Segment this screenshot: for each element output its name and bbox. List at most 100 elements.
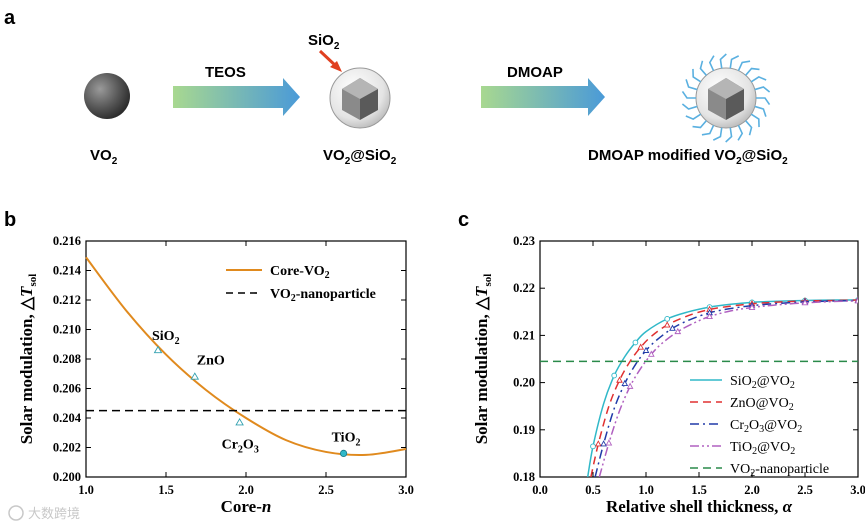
legend-c-label: TiO2@VO2 (730, 440, 795, 457)
ligand-chain (692, 120, 707, 129)
series-marker (637, 343, 645, 350)
ligand-chain (699, 60, 707, 76)
panel-letter-c: c (458, 209, 469, 231)
y-tick-label: 0.214 (53, 264, 82, 278)
sio2-pointer-arrow (318, 49, 342, 72)
watermark: 大数跨境 (8, 505, 80, 522)
ligand-chain (685, 113, 702, 120)
y-tick-label: 0.23 (513, 234, 535, 248)
series-marker (748, 303, 756, 311)
series-marker (642, 346, 650, 353)
ligand-chain (681, 90, 696, 99)
series-marker (594, 440, 602, 447)
y-tick-label: 0.216 (53, 234, 81, 248)
series-marker (664, 316, 671, 322)
series-marker (647, 350, 655, 357)
legend-b: Core-VO2 VO2-nanoparticle (226, 264, 376, 304)
x-tick-label: 3.0 (850, 483, 865, 497)
ligand-chain (708, 55, 715, 72)
y-tick-label: 0.202 (53, 441, 81, 455)
panel-a: a VO2 TEOS SiO2 VO2@SiO2 DMOAP (4, 7, 788, 167)
point-label-sio2: SiO2 (152, 329, 180, 347)
point-cr2o3 (235, 418, 244, 426)
panel-letter-a: a (4, 7, 16, 29)
teos-label: TEOS (205, 64, 246, 81)
axis-ticks-b: 1.0 1.5 2.0 2.5 3.0 0.200 0.202 0.204 0.206 0.208… (53, 234, 414, 497)
legend-c-label: SiO2@VO2 (730, 374, 795, 391)
point-zno (190, 372, 200, 380)
ligand-chain (745, 67, 760, 76)
vo2-sphere (84, 73, 130, 119)
x-tick-label: 3.0 (398, 483, 414, 497)
dmoap-modified-particle (681, 53, 771, 143)
y-tick-label: 0.22 (513, 281, 535, 295)
dmoap-label: DMOAP (507, 64, 563, 81)
y-tick-label: 0.210 (53, 323, 81, 337)
arrow-teos (173, 78, 300, 116)
y-tick-label: 0.200 (53, 470, 81, 484)
ligand-chain (681, 103, 698, 110)
point-label-tio2: TiO2 (332, 430, 361, 448)
series-marker (600, 440, 607, 447)
core-shell-particle (329, 67, 391, 129)
ligand-chain (745, 120, 753, 136)
points-b: SiO2 ZnO Cr2O3 TiO2 (152, 329, 361, 457)
y-tick-label: 0.21 (513, 328, 535, 342)
y-tick-label: 0.208 (53, 352, 81, 366)
ligand-chain (737, 60, 751, 72)
series-marker (674, 327, 682, 335)
ligand-chain (719, 53, 727, 69)
y-tick-label: 0.204 (53, 411, 82, 425)
y-axis-title-b: Solar modulation, △Tsol (17, 274, 39, 445)
vo2-label: VO2 (90, 147, 118, 167)
ligand-chain (701, 124, 715, 136)
dmoap-ligands (681, 53, 771, 143)
series-marker (611, 372, 618, 379)
core-shell-label: VO2@SiO2 (323, 147, 397, 167)
ligand-chain (750, 113, 760, 128)
series-marker (616, 376, 623, 383)
arrow-dmoap (481, 78, 605, 116)
ligand-chain (729, 55, 740, 69)
x-tick-label: 1.5 (158, 483, 174, 497)
series-marker (590, 443, 596, 450)
y-tick-label: 0.18 (513, 470, 535, 484)
y-tick-label: 0.20 (513, 376, 535, 390)
ligand-chain (754, 86, 771, 93)
x-tick-label: 0.0 (532, 483, 548, 497)
x-axis-title-b-var: n (262, 497, 271, 516)
ligand-chain (756, 97, 771, 106)
x-tick-label: 1.0 (638, 483, 654, 497)
legend-b-core-label: Core-VO2 (270, 264, 330, 281)
x-axis-title-b-main: Core- (221, 497, 263, 516)
series-marker (605, 439, 613, 446)
legend-c-label: VO2-nanoparticle (730, 462, 829, 479)
series-marker (626, 382, 634, 389)
watermark-icon (8, 505, 24, 521)
ligand-chain (685, 79, 698, 91)
x-tick-label: 1.5 (691, 483, 707, 497)
point-label-cr2o3: Cr2O3 (222, 437, 259, 455)
ligand-chain (692, 68, 702, 83)
panel-c: c 0.0 0.5 1.0 1.5 2.0 2.5 3.0 0.18 0.19 0.20 0.21 0… (458, 209, 865, 516)
series-marker (632, 339, 639, 346)
y-tick-label: 0.212 (53, 293, 81, 307)
legend-c-label: ZnO@VO2 (730, 396, 794, 413)
x-tick-label: 2.5 (318, 483, 334, 497)
legend-c-label: Cr2O3@VO2 (730, 418, 802, 435)
series-marker (663, 321, 671, 328)
x-tick-label: 2.5 (797, 483, 813, 497)
x-tick-label: 0.5 (585, 483, 601, 497)
x-tick-label: 2.0 (744, 483, 760, 497)
legend-c: SiO2@VO2 ZnO@VO2 Cr2O3@VO2 TiO2@VO2 VO2-nano… (690, 374, 829, 479)
series-line-cr2o3-at-vo2 (594, 299, 858, 477)
series-lines-c (540, 296, 858, 477)
watermark-text: 大数跨境 (28, 507, 80, 522)
y-tick-label: 0.206 (53, 382, 81, 396)
y-tick-label: 0.19 (513, 423, 535, 437)
series-line-zno-at-vo2 (590, 299, 858, 477)
x-axis-title-c: Relative shell thickness, α (606, 497, 793, 516)
series-marker (706, 312, 713, 319)
y-axis-title-c: Solar modulation, △Tsol (472, 274, 494, 445)
